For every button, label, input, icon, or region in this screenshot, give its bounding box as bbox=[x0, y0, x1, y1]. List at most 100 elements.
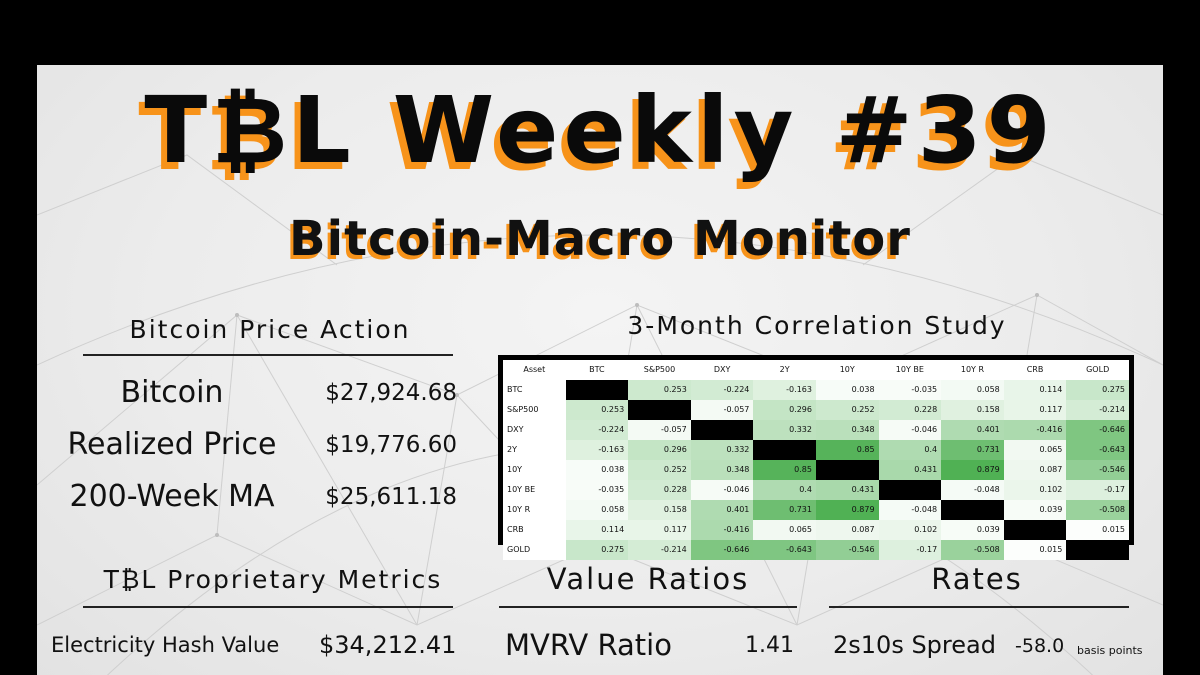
correlation-cell: 0.114 bbox=[565, 520, 629, 540]
price-action-heading: Bitcoin Price Action bbox=[129, 315, 411, 344]
rates-heading: Rates bbox=[931, 562, 1023, 596]
correlation-row-label: 10Y BE bbox=[503, 480, 566, 500]
correlation-cell: -0.17 bbox=[1066, 480, 1129, 500]
correlation-cell: 0.065 bbox=[753, 520, 816, 540]
correlation-cell: -0.508 bbox=[1066, 500, 1129, 520]
correlation-cell: -0.046 bbox=[690, 480, 754, 500]
correlation-cell: 0.401 bbox=[941, 420, 1004, 440]
correlation-cell: 0.296 bbox=[753, 400, 816, 420]
correlation-cell: 0.85 bbox=[753, 460, 816, 480]
correlation-cell: 0.85 bbox=[815, 440, 879, 460]
correlation-cell: 0.114 bbox=[1003, 380, 1067, 400]
correlation-cell: 0.431 bbox=[878, 460, 942, 480]
correlation-cell: 0.253 bbox=[565, 400, 629, 420]
correlation-cell: 0.038 bbox=[565, 460, 629, 480]
correlation-row-label: 10Y bbox=[503, 460, 566, 480]
correlation-diagonal-cell bbox=[753, 440, 816, 460]
correlation-diagonal-cell bbox=[628, 400, 691, 420]
price-action-divider bbox=[83, 354, 453, 356]
value-ratios-divider bbox=[499, 606, 797, 608]
correlation-corner-label: Asset bbox=[503, 360, 566, 380]
spread-unit: basis points bbox=[1077, 644, 1143, 657]
correlation-row: GOLD 0.275 -0.214 -0.646 -0.643 -0.546 -0.17 -0… bbox=[503, 540, 1129, 560]
correlation-column-header: CRB bbox=[1003, 360, 1067, 380]
correlation-heading: 3-Month Correlation Study bbox=[627, 311, 1007, 340]
correlation-cell: -0.035 bbox=[565, 480, 629, 500]
correlation-row-label: DXY bbox=[503, 420, 566, 440]
correlation-header-row: Asset BTC S&P500 DXY 2Y 10Y 10Y BE 10Y R CRB GOLD bbox=[503, 360, 1129, 380]
correlation-cell: -0.046 bbox=[878, 420, 942, 440]
correlation-row: DXY -0.224 -0.057 0.332 0.348 -0.046 0.401 -0.4… bbox=[503, 420, 1129, 440]
correlation-cell: 0.058 bbox=[941, 380, 1004, 400]
correlation-cell: -0.646 bbox=[690, 540, 754, 560]
correlation-column-header: 10Y bbox=[815, 360, 879, 380]
correlation-column-header: BTC bbox=[565, 360, 629, 380]
correlation-cell: -0.416 bbox=[1003, 420, 1067, 440]
correlation-cell: 0.058 bbox=[565, 500, 629, 520]
price-label: Realized Price bbox=[67, 427, 277, 462]
correlation-cell: 0.731 bbox=[753, 500, 816, 520]
spread-label: 2s10s Spread bbox=[833, 631, 996, 659]
correlation-column-header: GOLD bbox=[1066, 360, 1129, 380]
correlation-column-header: 2Y bbox=[753, 360, 816, 380]
correlation-cell: 0.158 bbox=[628, 500, 691, 520]
correlation-cell: 0.117 bbox=[1003, 400, 1067, 420]
infographic-card: T₿L Weekly #39 Bitcoin-Macro Monitor Bit… bbox=[37, 65, 1163, 675]
correlation-row-label: 10Y R bbox=[503, 500, 566, 520]
page-title: T₿L Weekly #39 bbox=[144, 77, 1056, 184]
correlation-cell: 0.015 bbox=[1066, 520, 1129, 540]
correlation-cell: 0.102 bbox=[1003, 480, 1067, 500]
correlation-cell: -0.546 bbox=[1066, 460, 1129, 480]
correlation-cell: -0.17 bbox=[878, 540, 942, 560]
correlation-column-header: S&P500 bbox=[628, 360, 691, 380]
correlation-row: 10Y R 0.058 0.158 0.401 0.731 0.879 -0.048 0.03… bbox=[503, 500, 1129, 520]
price-value: $19,776.60 bbox=[325, 432, 457, 458]
correlation-cell: -0.643 bbox=[1066, 440, 1129, 460]
price-row-realized: Realized Price $19,776.60 bbox=[47, 425, 458, 465]
correlation-cell: 0.228 bbox=[628, 480, 691, 500]
price-label: Bitcoin bbox=[120, 375, 224, 410]
correlation-cell: -0.035 bbox=[878, 380, 942, 400]
correlation-cell: -0.214 bbox=[628, 540, 691, 560]
correlation-diagonal-cell bbox=[690, 420, 754, 440]
correlation-row: 2Y -0.163 0.296 0.332 0.85 0.4 0.731 0.065 -0.64… bbox=[503, 440, 1129, 460]
correlation-cell: 0.039 bbox=[1003, 500, 1067, 520]
correlation-cell: -0.048 bbox=[941, 480, 1004, 500]
correlation-cell: 0.065 bbox=[1003, 440, 1067, 460]
electricity-hash-value: $34,212.41 bbox=[319, 631, 457, 659]
correlation-cell: -0.224 bbox=[565, 420, 629, 440]
correlation-row-label: 2Y bbox=[503, 440, 566, 460]
correlation-cell: -0.214 bbox=[1066, 400, 1129, 420]
correlation-diagonal-cell bbox=[878, 480, 942, 500]
price-value: $25,611.18 bbox=[325, 484, 457, 510]
correlation-cell: -0.646 bbox=[1066, 420, 1129, 440]
electricity-hash-label: Electricity Hash Value bbox=[51, 633, 280, 657]
correlation-table: Asset BTC S&P500 DXY 2Y 10Y 10Y BE 10Y R CRB GOLD… bbox=[503, 360, 1129, 560]
correlation-cell: 0.252 bbox=[815, 400, 879, 420]
correlation-cell: -0.416 bbox=[690, 520, 754, 540]
spread-value: -58.0 bbox=[1015, 635, 1065, 657]
correlation-diagonal-cell bbox=[941, 500, 1004, 520]
rates-divider bbox=[829, 606, 1129, 608]
correlation-cell: 0.087 bbox=[815, 520, 879, 540]
correlation-cell: 0.348 bbox=[815, 420, 879, 440]
price-value: $27,924.68 bbox=[325, 380, 457, 406]
correlation-cell: -0.508 bbox=[941, 540, 1004, 560]
correlation-diagonal-cell bbox=[1066, 540, 1129, 560]
correlation-cell: 0.275 bbox=[1066, 380, 1129, 400]
correlation-row-label: BTC bbox=[503, 380, 566, 400]
correlation-cell: 0.158 bbox=[941, 400, 1004, 420]
mvrv-value: 1.41 bbox=[745, 633, 794, 658]
correlation-column-header: 10Y R bbox=[941, 360, 1004, 380]
price-label: 200-Week MA bbox=[69, 479, 275, 514]
correlation-cell: 0.731 bbox=[941, 440, 1004, 460]
correlation-cell: -0.163 bbox=[753, 380, 816, 400]
correlation-cell: 0.296 bbox=[628, 440, 691, 460]
correlation-cell: -0.048 bbox=[878, 500, 942, 520]
correlation-cell: -0.643 bbox=[753, 540, 816, 560]
correlation-cell: -0.163 bbox=[565, 440, 629, 460]
correlation-row: BTC 0.253 -0.224 -0.163 0.038 -0.035 0.058 0.11… bbox=[503, 380, 1129, 400]
correlation-cell: 0.253 bbox=[628, 380, 691, 400]
correlation-diagonal-cell bbox=[815, 460, 879, 480]
value-ratios-heading: Value Ratios bbox=[546, 562, 750, 596]
